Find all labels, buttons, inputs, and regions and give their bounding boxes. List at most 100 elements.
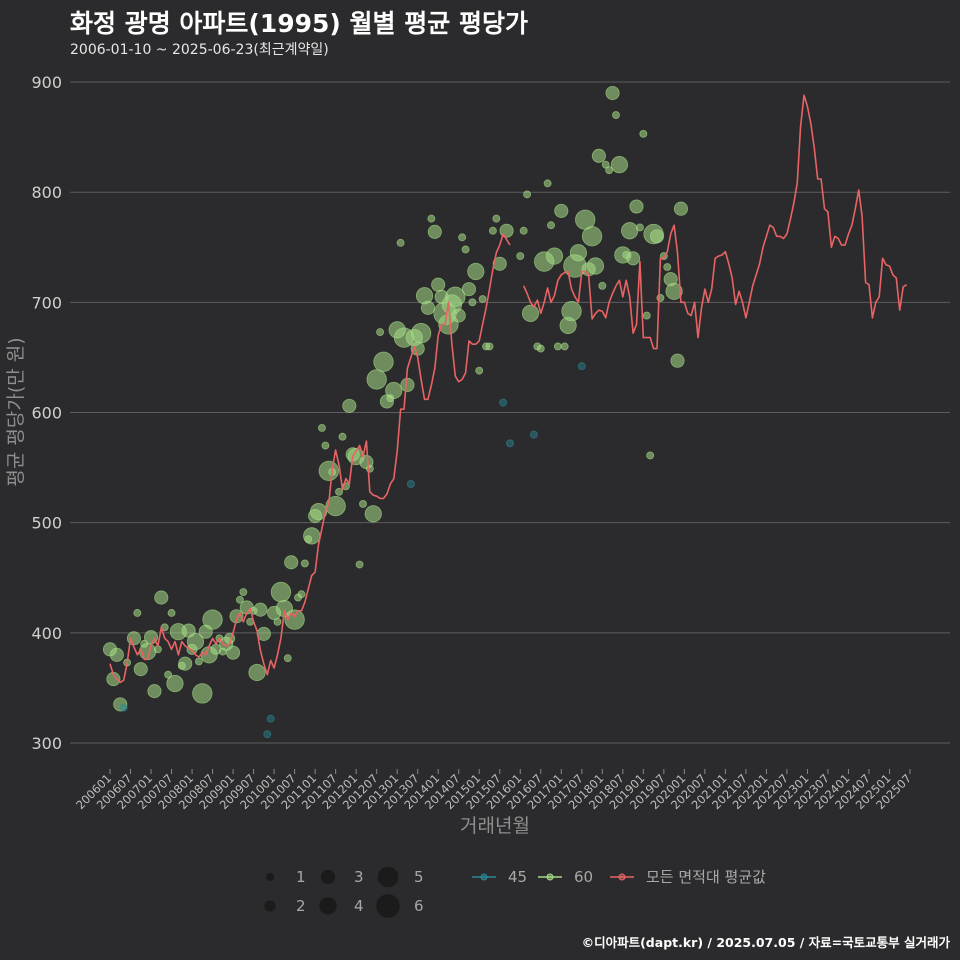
scatter-point-60 [147, 684, 162, 699]
scatter-point-60 [335, 487, 344, 496]
scatter-point-45 [499, 398, 508, 407]
legend-series-marker [618, 873, 626, 881]
scatter-point-60 [591, 148, 606, 163]
scatter-point-60 [226, 645, 241, 660]
y-tick-label: 900 [31, 73, 62, 92]
scatter-point-60 [670, 353, 685, 368]
scatter-point-60 [516, 252, 525, 261]
scatter-point-60 [536, 344, 545, 353]
scatter-point-60 [300, 559, 309, 568]
legend-size-label: 2 [296, 897, 306, 915]
scatter-point-60 [143, 630, 159, 645]
scatter-point-60 [376, 328, 385, 337]
scatter-point-60 [239, 588, 248, 597]
legend-series-marker [546, 873, 554, 881]
scatter-point-60 [461, 282, 477, 297]
y-tick-label: 700 [31, 293, 62, 312]
scatter-point-60 [663, 263, 672, 272]
scatter-point-45 [406, 480, 415, 489]
scatter-point-60 [164, 670, 173, 679]
legend-series-marker [480, 873, 488, 881]
scatter-point-60 [461, 245, 470, 254]
scatter-point-60 [485, 342, 494, 351]
legend-size-key [264, 900, 276, 912]
scatter-point-60 [273, 617, 282, 626]
scatter-points [102, 85, 688, 739]
scatter-point-60 [521, 304, 540, 322]
scatter-point-60 [543, 179, 552, 188]
scatter-point-60 [366, 369, 387, 390]
scatter-point-45 [529, 430, 538, 439]
chart-title: 화정 광명 아파트(1995) 월별 평균 평당가 [70, 9, 528, 38]
scatter-point-60 [400, 377, 415, 393]
scatter-point-60 [186, 633, 205, 651]
scatter-point-60 [373, 351, 394, 372]
legend-size-key [320, 869, 336, 885]
scatter-point-60 [192, 683, 213, 704]
average-line-segment [109, 233, 511, 684]
scatter-point-60 [318, 423, 326, 432]
scatter-point-60 [166, 674, 184, 693]
scatter-point-60 [478, 295, 487, 303]
scatter-point-60 [445, 286, 466, 307]
scatter-point-60 [355, 560, 364, 569]
scatter-point-60 [427, 214, 436, 223]
legend-size-key [377, 866, 399, 888]
x-axis-ticks: 2006012006072007012007072008012008072009… [73, 769, 914, 812]
scatter-point-60 [109, 647, 124, 662]
legend-size-key [319, 897, 337, 915]
scatter-point-60 [235, 595, 244, 604]
scatter-point-60 [621, 222, 639, 240]
scatter-point-60 [321, 441, 330, 450]
scatter-point-60 [598, 281, 607, 290]
y-tick-label: 400 [31, 624, 62, 643]
scatter-point-60 [431, 277, 446, 292]
scatter-point-60 [113, 697, 128, 712]
scatter-point-45 [266, 714, 275, 723]
scatter-point-60 [133, 609, 142, 617]
y-axis-title: 평균 평당가(만 원) [5, 337, 27, 486]
scatter-point-60 [492, 256, 507, 271]
scatter-point-60 [364, 505, 382, 523]
legend-series-label: 모든 면적대 평균값 [646, 868, 766, 886]
scatter-point-60 [467, 262, 485, 281]
scatter-point-60 [427, 224, 442, 239]
scatter-point-60 [178, 656, 193, 671]
chart-subtitle: 2006-01-10 ~ 2025-06-23(최근계약일) [70, 42, 329, 58]
scatter-point-60 [468, 298, 477, 307]
scatter-point-60 [451, 308, 466, 323]
x-axis-title: 거래년월 [460, 815, 530, 837]
scatter-point-60 [646, 451, 655, 460]
scatter-point-45 [577, 362, 586, 371]
scatter-point-45 [263, 730, 272, 739]
legend-size-label: 3 [354, 868, 364, 886]
scatter-point-60 [639, 129, 648, 138]
scatter-point-60 [303, 527, 321, 545]
scatter-point-60 [545, 247, 564, 265]
legend-series-label: 45 [508, 868, 527, 886]
footer-credit: ©디아파트(dapt.kr) / 2025.07.05 / 자료=국토교통부 실… [581, 935, 950, 950]
scatter-point-60 [488, 226, 497, 235]
scatter-point-60 [359, 499, 367, 508]
legend-size-key [265, 872, 275, 882]
scatter-point-60 [325, 495, 346, 517]
scatter-point-60 [605, 85, 620, 101]
scatter-point-60 [270, 581, 292, 603]
scatter-point-60 [396, 238, 405, 247]
scatter-point-60 [553, 342, 562, 351]
scatter-point-60 [194, 657, 203, 666]
scatter-point-60 [605, 166, 614, 175]
scatter-point-60 [519, 226, 528, 235]
legend-size-key [376, 894, 400, 918]
average-line-segment [522, 94, 908, 350]
scatter-point-60 [610, 156, 629, 174]
scatter-point-60 [167, 609, 176, 617]
scatter-point-60 [626, 251, 641, 266]
scatter-point-60 [612, 111, 620, 120]
legend-size-label: 6 [414, 897, 424, 915]
scatter-point-60 [410, 323, 432, 344]
scatter-point-60 [253, 602, 268, 617]
scatter-point-60 [656, 293, 665, 302]
